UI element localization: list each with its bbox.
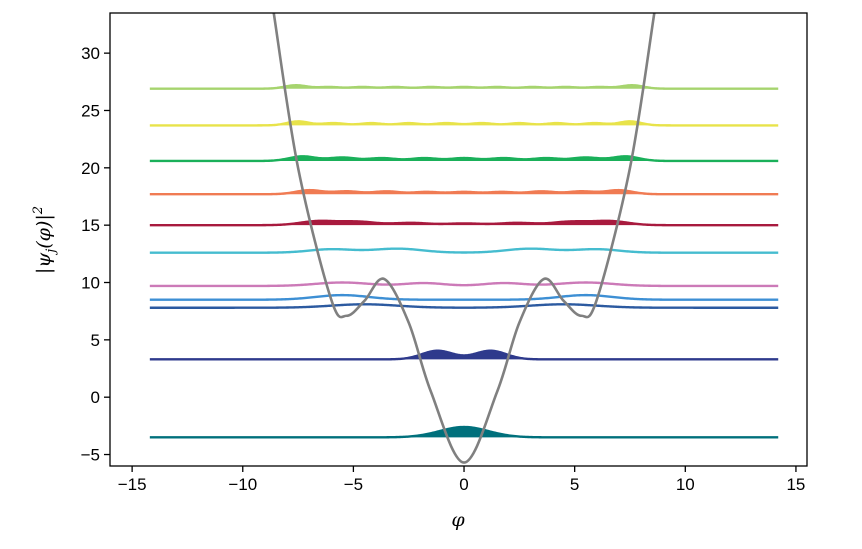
y-tick-label: 0 [91,388,100,407]
x-tick-label: 10 [676,475,695,494]
y-tick-label: −5 [81,446,100,465]
wavefunction-line-5 [149,247,779,254]
wavefunction-line-1 [149,349,779,361]
y-tick-label: 5 [91,331,100,350]
y-tick-label: 25 [81,101,100,120]
potential-curve [272,13,656,464]
x-tick-label: −10 [228,475,257,494]
wavefunction-line-10 [149,84,779,90]
wavefunction-line-7 [149,188,779,196]
x-tick-label: 5 [570,475,579,494]
x-tick-label: −5 [344,475,363,494]
y-tick-label: 30 [81,44,100,63]
potential-line [272,13,656,464]
wavefunction-line-3 [149,293,779,301]
wavefunction-series [149,84,779,439]
y-tick-label: 20 [81,159,100,178]
wavefunction-line-0 [149,425,779,439]
wavefunction-fill-0 [149,427,779,438]
x-tick-label: −15 [118,475,147,494]
x-tick-label: 15 [786,475,805,494]
y-tick-label: 15 [81,216,100,235]
y-tick-label: 10 [81,274,100,293]
y-axis-ticks: −5 0 5 10 15 20 25 30 [81,44,110,465]
y-axis-label: |ψj(φ)|2 [31,206,59,274]
wavefunction-fill-1 [149,350,779,360]
x-axis-ticks: −15 −10 −5 0 5 10 15 [118,466,805,494]
wavefunction-line-4 [149,281,779,288]
wavefunction-line-6 [149,219,779,227]
wavefunction-line-2 [149,303,779,309]
wavefunction-line-8 [149,155,779,163]
plot-frame [109,12,808,467]
x-axis-label: φ [451,509,465,531]
x-tick-label: 0 [459,475,468,494]
wavefunction-line-9 [149,120,779,127]
